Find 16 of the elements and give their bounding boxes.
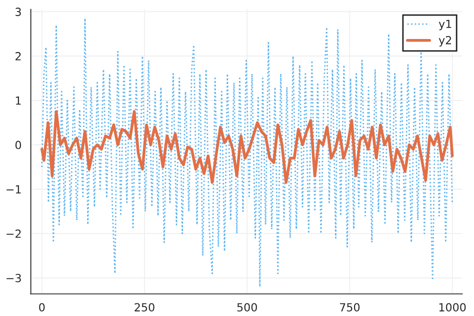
y-tick-label: −2 xyxy=(6,230,21,238)
y-tick-label: 2 xyxy=(16,52,21,60)
x-tick-label: 500 xyxy=(237,303,257,312)
y-tick-label: −1 xyxy=(6,185,21,194)
y-tick-label: 3 xyxy=(16,8,21,16)
x-tick-label: 250 xyxy=(134,303,154,312)
y-tick-label: 1 xyxy=(16,96,21,105)
line-series xyxy=(40,110,454,184)
x-tick-label: 750 xyxy=(340,303,360,312)
legend-label: y2 xyxy=(438,36,452,47)
y-tick-label: 0 xyxy=(15,140,22,150)
x-tick-label: 0 xyxy=(39,303,45,312)
y-tick-label: −3 xyxy=(6,274,21,282)
legend-label: y1 xyxy=(438,20,452,30)
line-series xyxy=(41,18,453,288)
x-tick-label: 1000 xyxy=(439,303,466,312)
